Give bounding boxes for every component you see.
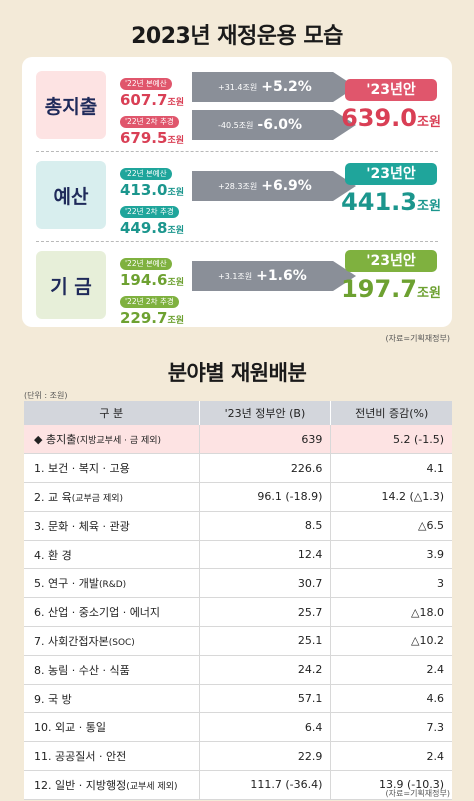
row-category: ◆ 총지출(지방교부세 · 금 제외) — [24, 425, 200, 455]
row-category: 9. 국 방 — [24, 684, 200, 714]
col-header-change: 전년비 증감(%) — [330, 401, 452, 425]
row-change: △10.2 — [330, 626, 452, 656]
section-title: 분야별 재원배분 — [167, 361, 307, 385]
table-row: 5. 연구 · 개발(R&D) 30.7 3 — [24, 568, 452, 599]
row-change: 5.2 (-1.5) — [330, 425, 452, 455]
budget-2022-main: '22년 본예산 413.0조원 — [120, 168, 185, 199]
row-category: 11. 공공질서 · 안전 — [24, 741, 200, 772]
table-row: 8. 농림 · 수산 · 식품 24.2 2.4 — [24, 655, 452, 685]
row-2023-value: 8.5 — [199, 511, 332, 541]
row-2023-value: 25.1 — [199, 626, 332, 656]
row-2023-value: 96.1 (-18.9) — [199, 482, 332, 512]
row-change: 3 — [330, 568, 452, 599]
row-category: 8. 농림 · 수산 · 식품 — [24, 655, 200, 685]
divider — [36, 241, 438, 242]
row-category: 5. 연구 · 개발(R&D) — [24, 568, 200, 599]
row-2023-value: 57.1 — [199, 684, 332, 714]
row-change: 4.1 — [330, 453, 452, 484]
table-row: 4. 환 경 12.4 3.9 — [24, 540, 452, 570]
row-2023-value: 22.9 — [199, 741, 332, 772]
infographic-title: 2023년 재정운용 모습 — [131, 24, 343, 49]
row-change: 2.4 — [330, 655, 452, 685]
col-header-category: 구 분 — [24, 401, 200, 425]
fund-label: 기 금 — [36, 251, 106, 319]
table-row: 11. 공공질서 · 안전 22.9 2.4 — [24, 741, 452, 772]
row-change: 4.6 — [330, 684, 452, 714]
fund-change-arrow: +3.1조원 +1.6% — [192, 261, 356, 291]
row-category: 4. 환 경 — [24, 540, 200, 570]
table-row: 12. 일반 · 지방행정(교부세 제외) 111.7 (-36.4) 13.9 (… — [24, 770, 452, 800]
total-change-arrow-2: -40.5조원 -6.0% — [192, 110, 356, 140]
table-row: 6. 산업 · 중소기업 · 에너지 25.7 △18.0 — [24, 597, 452, 628]
table-row: 9. 국 방 57.1 4.6 — [24, 684, 452, 714]
col-header-2023: '23년 정부안 (B) — [199, 401, 332, 425]
row-change: △6.5 — [330, 511, 452, 541]
row-category: 10. 외교 · 통일 — [24, 712, 200, 743]
row-change: 7.3 — [330, 712, 452, 743]
budget-2023-result: '23년안 441.3조원 — [340, 163, 442, 222]
allocation-table: 구 분 '23년 정부안 (B) 전년비 증감(%) ◆ 총지출(지방교부세 ·… — [24, 401, 452, 800]
table-row: 7. 사회간접자본(SOC) 25.1 △10.2 — [24, 626, 452, 656]
budget-2022-supp: '22년 2차 추경 449.8조원 — [120, 206, 185, 237]
source-note: (자료=기획재정부) — [385, 789, 450, 798]
row-category: 12. 일반 · 지방행정(교부세 제외) — [24, 770, 200, 800]
row-2023-value: 226.6 — [199, 453, 332, 484]
fund-2023-result: '23년안 197.7조원 — [340, 250, 442, 309]
total-change-arrow-1: +31.4조원 +5.2% — [192, 72, 356, 102]
total-2022-main: '22년 본예산 607.7조원 — [120, 78, 185, 109]
row-2023-value: 12.4 — [199, 540, 332, 570]
row-2023-value: 24.2 — [199, 655, 332, 685]
row-category: 2. 교 육(교부금 제외) — [24, 482, 200, 512]
row-change: 14.2 (△1.3) — [330, 482, 452, 512]
row-change: 3.9 — [330, 540, 452, 570]
row-category: 1. 보건 · 복지 · 고용 — [24, 453, 200, 484]
table-row: 10. 외교 · 통일 6.4 7.3 — [24, 712, 452, 743]
unit-note: (단위 : 조원) — [24, 391, 68, 400]
budget-change-arrow: +28.3조원 +6.9% — [192, 171, 356, 201]
budget-label: 예산 — [36, 161, 106, 229]
row-2023-value: 639 — [199, 425, 332, 455]
table-row: 1. 보건 · 복지 · 고용 226.6 4.1 — [24, 453, 452, 484]
row-change: 2.4 — [330, 741, 452, 772]
row-category: 6. 산업 · 중소기업 · 에너지 — [24, 597, 200, 628]
row-category: 7. 사회간접자본(SOC) — [24, 626, 200, 656]
fund-2022-main: '22년 본예산 194.6조원 — [120, 258, 185, 289]
tag-2022-main: '22년 본예산 — [120, 78, 172, 90]
source-note: (자료=기획재정부) — [385, 334, 450, 343]
table-row: ◆ 총지출(지방교부세 · 금 제외) 639 5.2 (-1.5) — [24, 425, 452, 455]
row-change: △18.0 — [330, 597, 452, 628]
table-row: 2. 교 육(교부금 제외) 96.1 (-18.9) 14.2 (△1.3) — [24, 482, 452, 512]
fund-2022-supp: '22년 2차 추경 229.7조원 — [120, 296, 185, 327]
total-2022-supp: '22년 2차 추경 679.5조원 — [120, 116, 185, 147]
row-category: 3. 문화 · 체육 · 관광 — [24, 511, 200, 541]
row-2023-value: 6.4 — [199, 712, 332, 743]
divider — [36, 151, 438, 152]
row-2023-value: 25.7 — [199, 597, 332, 628]
table-row: 3. 문화 · 체육 · 관광 8.5 △6.5 — [24, 511, 452, 541]
tag-2022-supp: '22년 2차 추경 — [120, 116, 179, 128]
row-2023-value: 30.7 — [199, 568, 332, 599]
row-2023-value: 111.7 (-36.4) — [199, 770, 332, 800]
total-label: 총지출 — [36, 71, 106, 139]
row-change: 13.9 (-10.3) — [330, 770, 452, 800]
total-2023-result: '23년안 639.0조원 — [340, 79, 442, 138]
summary-card: 총지출 '22년 본예산 607.7조원 '22년 2차 추경 679.5조원 … — [22, 57, 452, 327]
